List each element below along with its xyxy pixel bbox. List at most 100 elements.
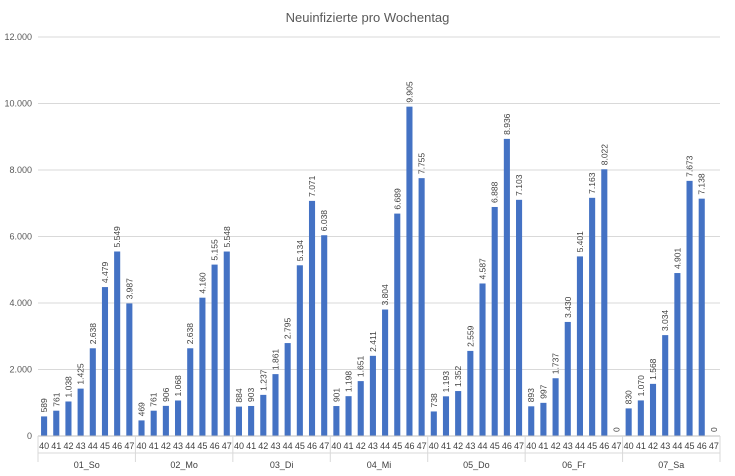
bar bbox=[564, 321, 571, 436]
data-label: 4.160 bbox=[197, 272, 207, 294]
data-label: 738 bbox=[429, 393, 439, 407]
data-label: 3.987 bbox=[124, 278, 134, 300]
bar bbox=[308, 200, 316, 436]
y-tick-label: 12.000 bbox=[4, 32, 32, 42]
data-label: 5.548 bbox=[222, 226, 232, 248]
x-tick-label: 45 bbox=[392, 441, 402, 451]
bar bbox=[333, 406, 340, 436]
bar bbox=[589, 197, 596, 436]
bar bbox=[77, 388, 84, 436]
data-label: 2.795 bbox=[283, 318, 293, 340]
data-label: 7.071 bbox=[307, 175, 317, 197]
y-tick-label: 8.000 bbox=[9, 165, 32, 175]
x-tick-label: 43 bbox=[173, 441, 183, 451]
x-tick-label: 47 bbox=[417, 441, 427, 451]
x-tick-label: 45 bbox=[587, 441, 597, 451]
data-label: 9.905 bbox=[404, 81, 414, 103]
data-label: 1.068 bbox=[173, 375, 183, 397]
data-label: 0 bbox=[709, 427, 719, 432]
data-label: 2.411 bbox=[368, 331, 378, 352]
data-label: 4.587 bbox=[478, 258, 488, 280]
data-label: 2.559 bbox=[465, 325, 475, 347]
x-tick-label: 47 bbox=[319, 441, 329, 451]
data-label: 1.198 bbox=[344, 371, 354, 393]
group-label: 04_Mi bbox=[367, 460, 392, 470]
x-tick-label: 42 bbox=[63, 441, 73, 451]
data-label: 761 bbox=[51, 392, 61, 406]
x-tick-label: 46 bbox=[112, 441, 122, 451]
bar bbox=[528, 406, 535, 436]
data-label: 903 bbox=[246, 388, 256, 402]
data-label: 3.804 bbox=[380, 284, 390, 306]
group-label: 02_Mo bbox=[170, 460, 198, 470]
x-tick-label: 42 bbox=[648, 441, 658, 451]
bar bbox=[649, 383, 657, 436]
data-label: 7.673 bbox=[685, 155, 695, 177]
data-label: 3.430 bbox=[563, 296, 573, 318]
data-label: 1.038 bbox=[63, 376, 73, 398]
data-label: 589 bbox=[39, 398, 49, 412]
x-tick-label: 43 bbox=[368, 441, 378, 451]
x-tick-label: 41 bbox=[344, 441, 354, 451]
x-tick-label: 46 bbox=[307, 441, 317, 451]
x-tick-label: 41 bbox=[538, 441, 548, 451]
bar bbox=[637, 400, 644, 436]
data-label: 6.888 bbox=[490, 181, 500, 203]
data-label: 5.134 bbox=[295, 240, 305, 262]
bar bbox=[296, 265, 303, 436]
bar bbox=[540, 402, 547, 436]
group-label: 06_Fr bbox=[562, 460, 586, 470]
x-tick-label: 46 bbox=[404, 441, 414, 451]
bar bbox=[199, 297, 206, 436]
data-label: 1.193 bbox=[441, 371, 451, 393]
x-tick-label: 45 bbox=[197, 441, 207, 451]
x-tick-label: 40 bbox=[331, 441, 341, 451]
x-tick-label: 44 bbox=[380, 441, 390, 451]
x-tick-label: 46 bbox=[599, 441, 609, 451]
bar bbox=[272, 374, 279, 436]
data-label: 997 bbox=[538, 384, 548, 398]
x-tick-label: 43 bbox=[76, 441, 86, 451]
x-tick-label: 40 bbox=[429, 441, 439, 451]
x-tick-label: 41 bbox=[636, 441, 646, 451]
x-tick-label: 45 bbox=[685, 441, 695, 451]
data-label: 2.638 bbox=[185, 323, 195, 345]
y-tick-label: 6.000 bbox=[9, 232, 32, 242]
y-axis: 0 2.000 4.000 6.000 8.000 10.000 12.000 bbox=[4, 32, 32, 441]
x-tick-label: 44 bbox=[283, 441, 293, 451]
data-label: 893 bbox=[526, 388, 536, 402]
x-tick-label: 40 bbox=[137, 441, 147, 451]
bar bbox=[321, 235, 328, 436]
bar bbox=[418, 178, 425, 437]
bar bbox=[406, 106, 413, 436]
x-tick-label: 45 bbox=[490, 441, 500, 451]
bar bbox=[662, 335, 669, 436]
bar bbox=[369, 355, 376, 436]
bar bbox=[89, 348, 96, 436]
bar bbox=[101, 287, 109, 436]
bar bbox=[41, 416, 48, 436]
data-labels: 589 7611.0381.4252.6384.4795.5493.9874697… bbox=[39, 81, 719, 432]
bar bbox=[53, 410, 60, 436]
bar bbox=[162, 405, 169, 436]
x-tick-label: 47 bbox=[611, 441, 621, 451]
bar bbox=[430, 411, 437, 436]
bar bbox=[126, 303, 133, 436]
bar bbox=[150, 410, 157, 436]
data-label: 7.755 bbox=[417, 153, 427, 175]
data-label: 3.034 bbox=[660, 310, 670, 332]
data-label: 1.237 bbox=[258, 369, 268, 391]
data-label: 7.103 bbox=[514, 174, 524, 196]
x-tick-label: 43 bbox=[270, 441, 280, 451]
y-tick-label: 4.000 bbox=[9, 298, 32, 308]
x-tick-label: 44 bbox=[478, 441, 488, 451]
x-tick-label: 42 bbox=[258, 441, 268, 451]
x-tick-label: 47 bbox=[514, 441, 524, 451]
group-label: 07_Sa bbox=[658, 460, 684, 470]
y-tick-label: 10.000 bbox=[4, 99, 32, 109]
x-tick-label: 41 bbox=[149, 441, 159, 451]
data-label: 906 bbox=[161, 387, 171, 401]
bar bbox=[479, 283, 486, 436]
data-label: 8.022 bbox=[599, 144, 609, 166]
